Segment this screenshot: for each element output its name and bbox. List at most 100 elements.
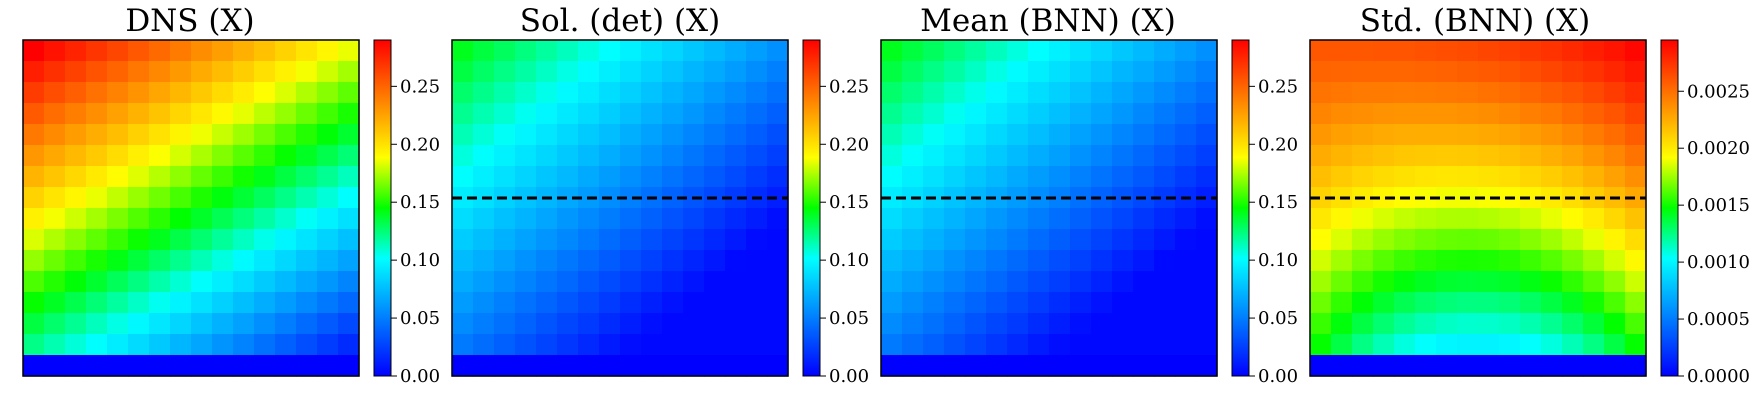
heatmap-cell (1625, 292, 1647, 314)
heatmap-cell (536, 61, 558, 83)
heatmap-cell (1604, 82, 1626, 104)
heatmap-cell (1520, 334, 1542, 356)
heatmap-cell (86, 355, 108, 377)
heatmap-cell (44, 355, 66, 377)
heatmap-cell (1007, 82, 1029, 104)
heatmap-cell (191, 250, 213, 272)
heatmap-cell (767, 271, 789, 293)
heatmap-cell (881, 334, 903, 356)
heatmap-cell (1541, 145, 1563, 167)
heatmap-cell (1604, 145, 1626, 167)
heatmap-cell (1352, 145, 1374, 167)
heatmap-cell (1604, 40, 1626, 62)
heatmap-cell (254, 145, 276, 167)
colorbar-gradient (1660, 39, 1679, 377)
heatmap-cell (536, 271, 558, 293)
heatmap-cell (1028, 61, 1050, 83)
heatmap-cell (1457, 103, 1479, 125)
heatmap-cell (65, 208, 87, 230)
heatmap-cell (149, 229, 171, 251)
heatmap-cell (1091, 355, 1113, 377)
heatmap-cell (473, 40, 495, 62)
heatmap-cell (944, 334, 966, 356)
heatmap-cell (683, 229, 705, 251)
heatmap-cell (944, 145, 966, 167)
heatmap-cell (65, 145, 87, 167)
heatmap-cell (704, 334, 726, 356)
heatmap-cell (599, 250, 621, 272)
heatmap-cell (1112, 166, 1134, 188)
heatmap-cell (578, 124, 600, 146)
heatmap-cell (1091, 271, 1113, 293)
heatmap-cell (338, 313, 360, 335)
heatmap-cell (86, 124, 108, 146)
heatmap-cell (1541, 229, 1563, 251)
heatmap-cell (452, 271, 474, 293)
heatmap-cell (965, 61, 987, 83)
heatmap-cell (1541, 208, 1563, 230)
heatmap-cell (641, 355, 663, 377)
heatmap-cell (170, 250, 192, 272)
heatmap-cell (620, 229, 642, 251)
heatmap-cell (44, 208, 66, 230)
heatmap-cell (923, 82, 945, 104)
heatmap-cell (1007, 208, 1029, 230)
heatmap-cell (641, 145, 663, 167)
heatmap-cell (23, 271, 45, 293)
heatmap-cell (1562, 229, 1584, 251)
heatmap-cell (1520, 313, 1542, 335)
colorbar-tick-label: 0.00 (400, 366, 440, 387)
heatmap-cell (1196, 355, 1218, 377)
heatmap-cell (1154, 271, 1176, 293)
heatmap-cell (1133, 103, 1155, 125)
heatmap-cell (662, 271, 684, 293)
heatmap-cell (107, 313, 129, 335)
heatmap-cell (296, 103, 318, 125)
heatmap-cell (1436, 271, 1458, 293)
heatmap-cell (296, 82, 318, 104)
heatmap-cell (965, 124, 987, 146)
heatmap-cell (923, 292, 945, 314)
heatmap-cell (536, 124, 558, 146)
heatmap-cell (662, 82, 684, 104)
heatmap-cell (212, 82, 234, 104)
heatmap-cell (254, 124, 276, 146)
heatmap-cell (1196, 103, 1218, 125)
heatmap-cell (233, 145, 255, 167)
heatmap-cell (1070, 292, 1092, 314)
heatmap-cell (1415, 271, 1437, 293)
heatmap-cell (1541, 82, 1563, 104)
heatmap-cell (683, 271, 705, 293)
heatmap-cell (1373, 250, 1395, 272)
heatmap-cell (944, 40, 966, 62)
heatmap-cell (1415, 334, 1437, 356)
heatmap-cell (1436, 229, 1458, 251)
heatmap-cell (1154, 334, 1176, 356)
heatmap-cell (86, 313, 108, 335)
heatmap-cell (1028, 292, 1050, 314)
heatmap-cell (86, 145, 108, 167)
heatmap-cell (965, 208, 987, 230)
heatmap-cell (1415, 124, 1437, 146)
heatmap-cell (86, 61, 108, 83)
heatmap-cell (965, 166, 987, 188)
heatmap-cell (536, 292, 558, 314)
heatmap-cell (44, 166, 66, 188)
heatmap-cell (254, 208, 276, 230)
heatmap-cell (1070, 40, 1092, 62)
heatmap-cell (1499, 40, 1521, 62)
heatmap-cell (1583, 166, 1605, 188)
heatmap-cell (536, 355, 558, 377)
heatmap-cell (317, 208, 339, 230)
heatmap-cell (1133, 250, 1155, 272)
heatmap-cell (149, 124, 171, 146)
heatmap-cell (1604, 103, 1626, 125)
heatmap-cell (1394, 355, 1416, 377)
heatmap-cell (452, 313, 474, 335)
heatmap-cell (923, 250, 945, 272)
heatmap-cell (1436, 103, 1458, 125)
heatmap-cell (191, 334, 213, 356)
heatmap-cell (599, 40, 621, 62)
heatmap-cell (746, 334, 768, 356)
heatmap-cell (578, 145, 600, 167)
